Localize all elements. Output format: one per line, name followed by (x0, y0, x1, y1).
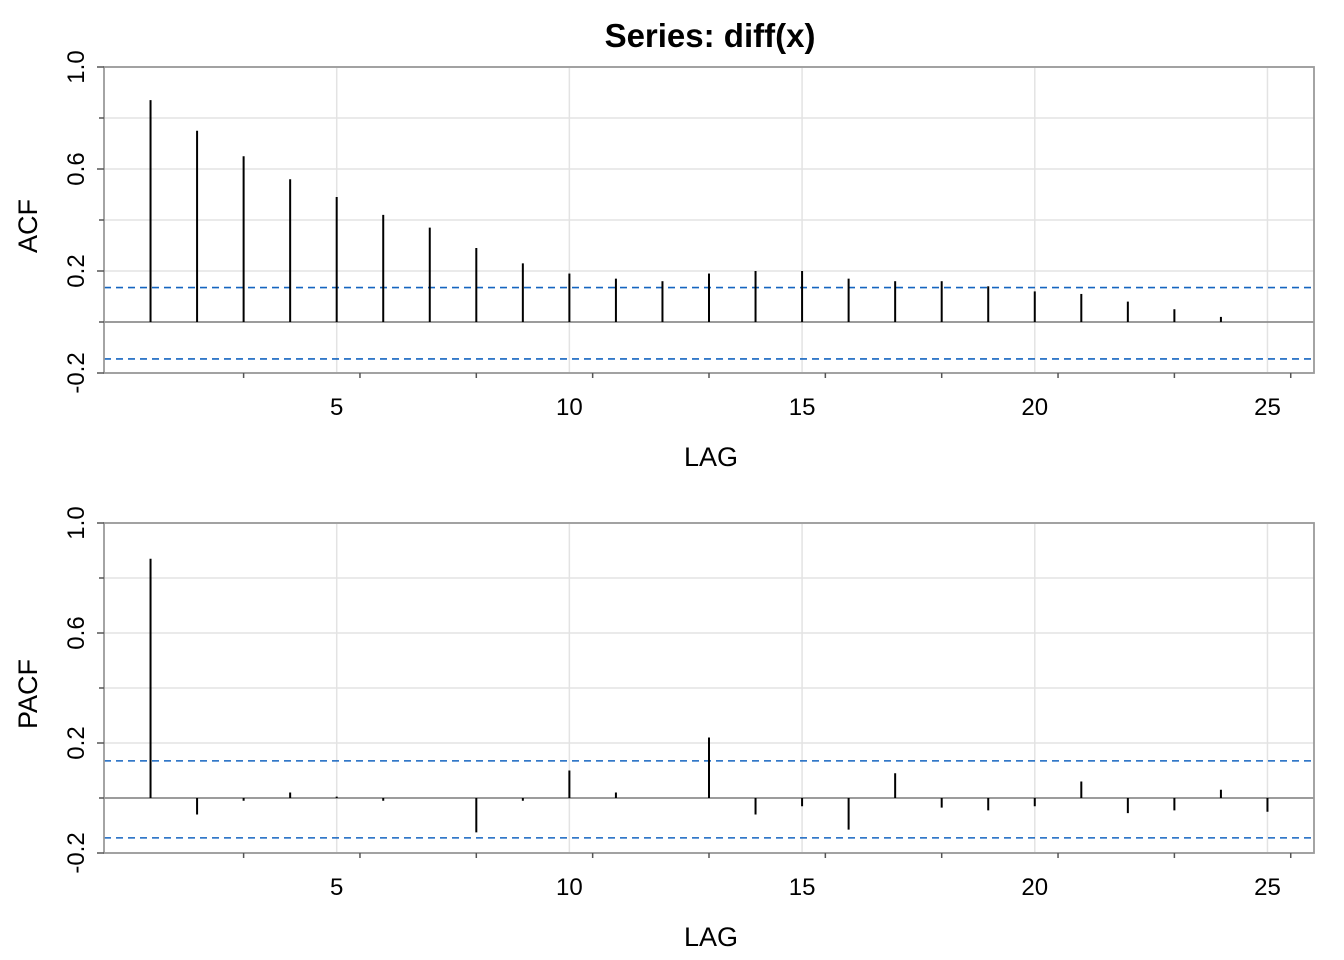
x-tick-label: 10 (556, 874, 583, 901)
y-tick-label: -0.2 (63, 352, 90, 393)
y-tick-label: -0.2 (63, 832, 90, 873)
x-tick-label: 20 (1021, 874, 1048, 901)
x-axis-label: LAG (684, 442, 738, 472)
y-tick-label: 0.2 (63, 726, 90, 759)
y-tick-label: 0.6 (63, 152, 90, 185)
x-axis-label: LAG (684, 922, 738, 952)
y-tick-label: 0.6 (63, 616, 90, 649)
y-tick-label: 0.2 (63, 254, 90, 287)
chart-title: Series: diff(x) (605, 17, 816, 54)
x-tick-label: 10 (556, 394, 583, 421)
x-tick-label: 25 (1254, 874, 1281, 901)
x-tick-label: 5 (330, 394, 343, 421)
y-tick-label: 1.0 (63, 506, 90, 539)
x-tick-label: 15 (789, 874, 816, 901)
x-tick-label: 15 (789, 394, 816, 421)
y-axis-label: ACF (13, 199, 43, 253)
pacf-panel: 5 10 15 20 25 -0.2 0.2 0.6 1.0 LAG PACF (13, 506, 1315, 952)
acf-panel: 5 10 15 20 25 -0.2 0.2 0.6 1.0 LAG ACF (13, 50, 1315, 472)
x-tick-label: 25 (1254, 394, 1281, 421)
x-tick-label: 5 (330, 874, 343, 901)
x-tick-label: 20 (1021, 394, 1048, 421)
y-tick-label: 1.0 (63, 50, 90, 83)
y-axis-label: PACF (13, 659, 43, 729)
